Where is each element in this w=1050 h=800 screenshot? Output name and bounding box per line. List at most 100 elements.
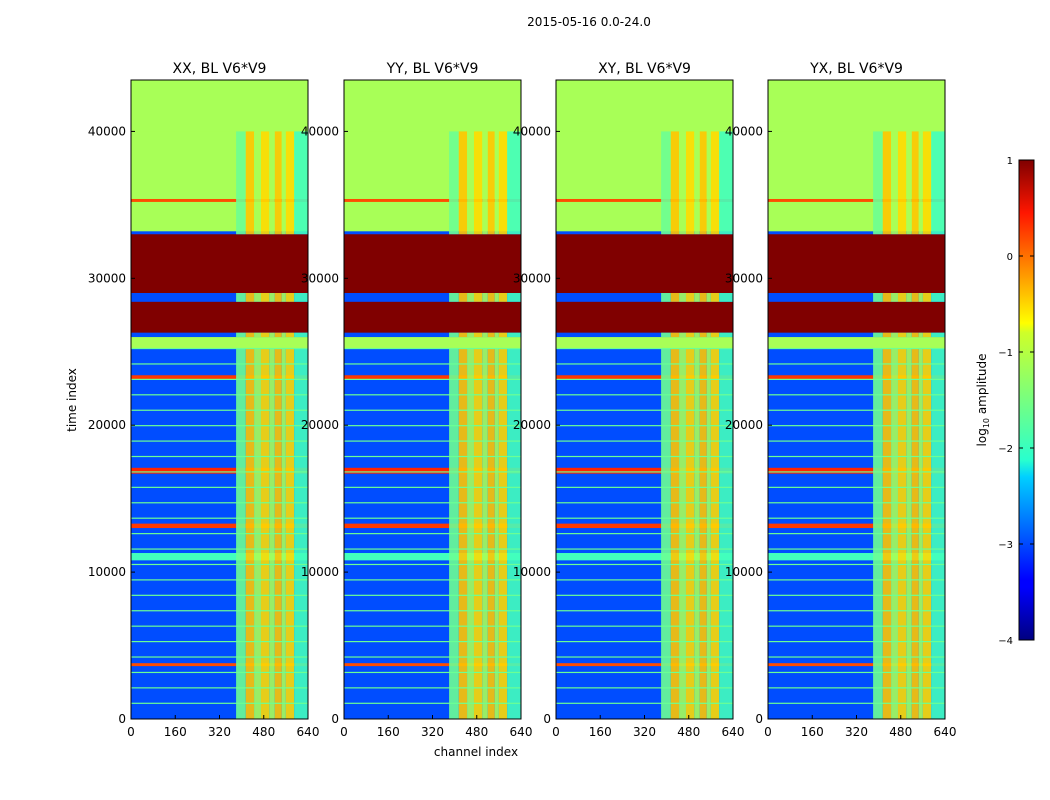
stripe: [556, 486, 733, 488]
channel-band: [449, 293, 459, 302]
channel-band: [897, 131, 907, 235]
stripe: [556, 425, 733, 427]
channel-band: [482, 293, 488, 302]
stripe: [344, 656, 521, 658]
stripe: [344, 594, 521, 596]
channel-band: [710, 332, 720, 338]
time-band: [131, 198, 308, 202]
panel-1: XX, BL V6*V9 0 160 320 480 640 0 10000 20000 3000…: [88, 61, 320, 739]
stripe: [344, 563, 521, 566]
channel-band: [281, 332, 286, 338]
channel-band: [670, 131, 680, 235]
channel-band: [507, 293, 521, 302]
channel-band: [281, 131, 286, 235]
panel-3: XY, BL V6*V9 0 160 320 480 640 0 10000 20000 3000…: [513, 61, 745, 739]
channel-band: [694, 131, 700, 235]
channel-band: [498, 332, 508, 338]
stripe: [344, 687, 521, 689]
stripe: [344, 440, 521, 442]
y-tick-label: 0: [118, 712, 126, 726]
channel-band: [487, 332, 495, 338]
time-band: [556, 523, 733, 529]
time-band: [344, 523, 521, 529]
y-tick-label: 20000: [725, 418, 763, 432]
channel-band: [236, 293, 246, 302]
colorbar-tick-label: 0: [1007, 252, 1013, 263]
stripe: [768, 563, 945, 566]
channel-band: [498, 131, 508, 235]
channel-band: [245, 332, 255, 338]
channel-band: [918, 293, 923, 302]
stripe: [556, 610, 733, 612]
stripe: [556, 640, 733, 643]
time-band: [344, 234, 521, 293]
time-band: [556, 82, 733, 132]
stripe: [556, 548, 733, 550]
stripe: [344, 579, 521, 581]
time-band: [768, 82, 945, 132]
channel-band: [494, 131, 499, 235]
channel-band: [897, 293, 907, 302]
time-band: [768, 198, 945, 202]
channel-band: [670, 332, 680, 338]
stripe: [768, 363, 945, 365]
time-band: [556, 337, 733, 349]
channel-band: [922, 131, 932, 235]
channel-band: [507, 332, 521, 338]
time-band: [556, 375, 733, 380]
stripe: [344, 702, 521, 704]
stripe: [131, 640, 308, 643]
stripe: [344, 625, 521, 627]
x-tick-label: 0: [764, 725, 772, 739]
channel-band: [482, 332, 488, 338]
stripe: [131, 502, 308, 504]
channel-band: [254, 293, 261, 302]
time-band: [131, 301, 308, 333]
x-tick-label: 0: [127, 725, 135, 739]
stripe: [556, 656, 733, 658]
y-tick-label: 40000: [513, 124, 551, 138]
channel-band: [274, 332, 282, 338]
channel-band: [882, 131, 892, 235]
channel-band: [719, 131, 733, 235]
stripe: [768, 702, 945, 704]
time-band: [768, 523, 945, 529]
stripe: [768, 502, 945, 504]
channel-band: [254, 131, 261, 235]
x-axis-label: channel index: [434, 745, 518, 759]
stripe: [768, 347, 945, 350]
stripe: [556, 455, 733, 458]
stripe: [768, 471, 945, 473]
time-band: [768, 375, 945, 380]
stripe: [131, 579, 308, 581]
stripe: [131, 455, 308, 458]
time-band: [768, 234, 945, 293]
stripe: [131, 363, 308, 365]
time-band: [344, 663, 521, 667]
time-band: [556, 301, 733, 333]
channel-band: [285, 332, 295, 338]
channel-band: [661, 332, 671, 338]
stripe: [344, 363, 521, 365]
stripe: [556, 533, 733, 535]
time-band: [131, 82, 308, 132]
stripe: [556, 594, 733, 596]
x-tick-label: 160: [164, 725, 187, 739]
channel-band: [931, 293, 945, 302]
stripe: [131, 347, 308, 350]
channel-band: [236, 332, 246, 338]
stripe: [344, 347, 521, 350]
stripe: [768, 533, 945, 535]
time-band: [556, 467, 733, 474]
channel-band: [931, 131, 945, 235]
x-tick-label: 160: [801, 725, 824, 739]
stripe: [768, 440, 945, 442]
y-tick-label: 30000: [88, 271, 126, 285]
channel-band: [911, 293, 919, 302]
stripe: [344, 640, 521, 643]
channel-band: [694, 332, 700, 338]
channel-band: [685, 131, 695, 235]
panel-4: YX, BL V6*V9 0 160 320 480 640 0 10000 20000 3000…: [725, 61, 957, 739]
channel-band: [699, 293, 707, 302]
